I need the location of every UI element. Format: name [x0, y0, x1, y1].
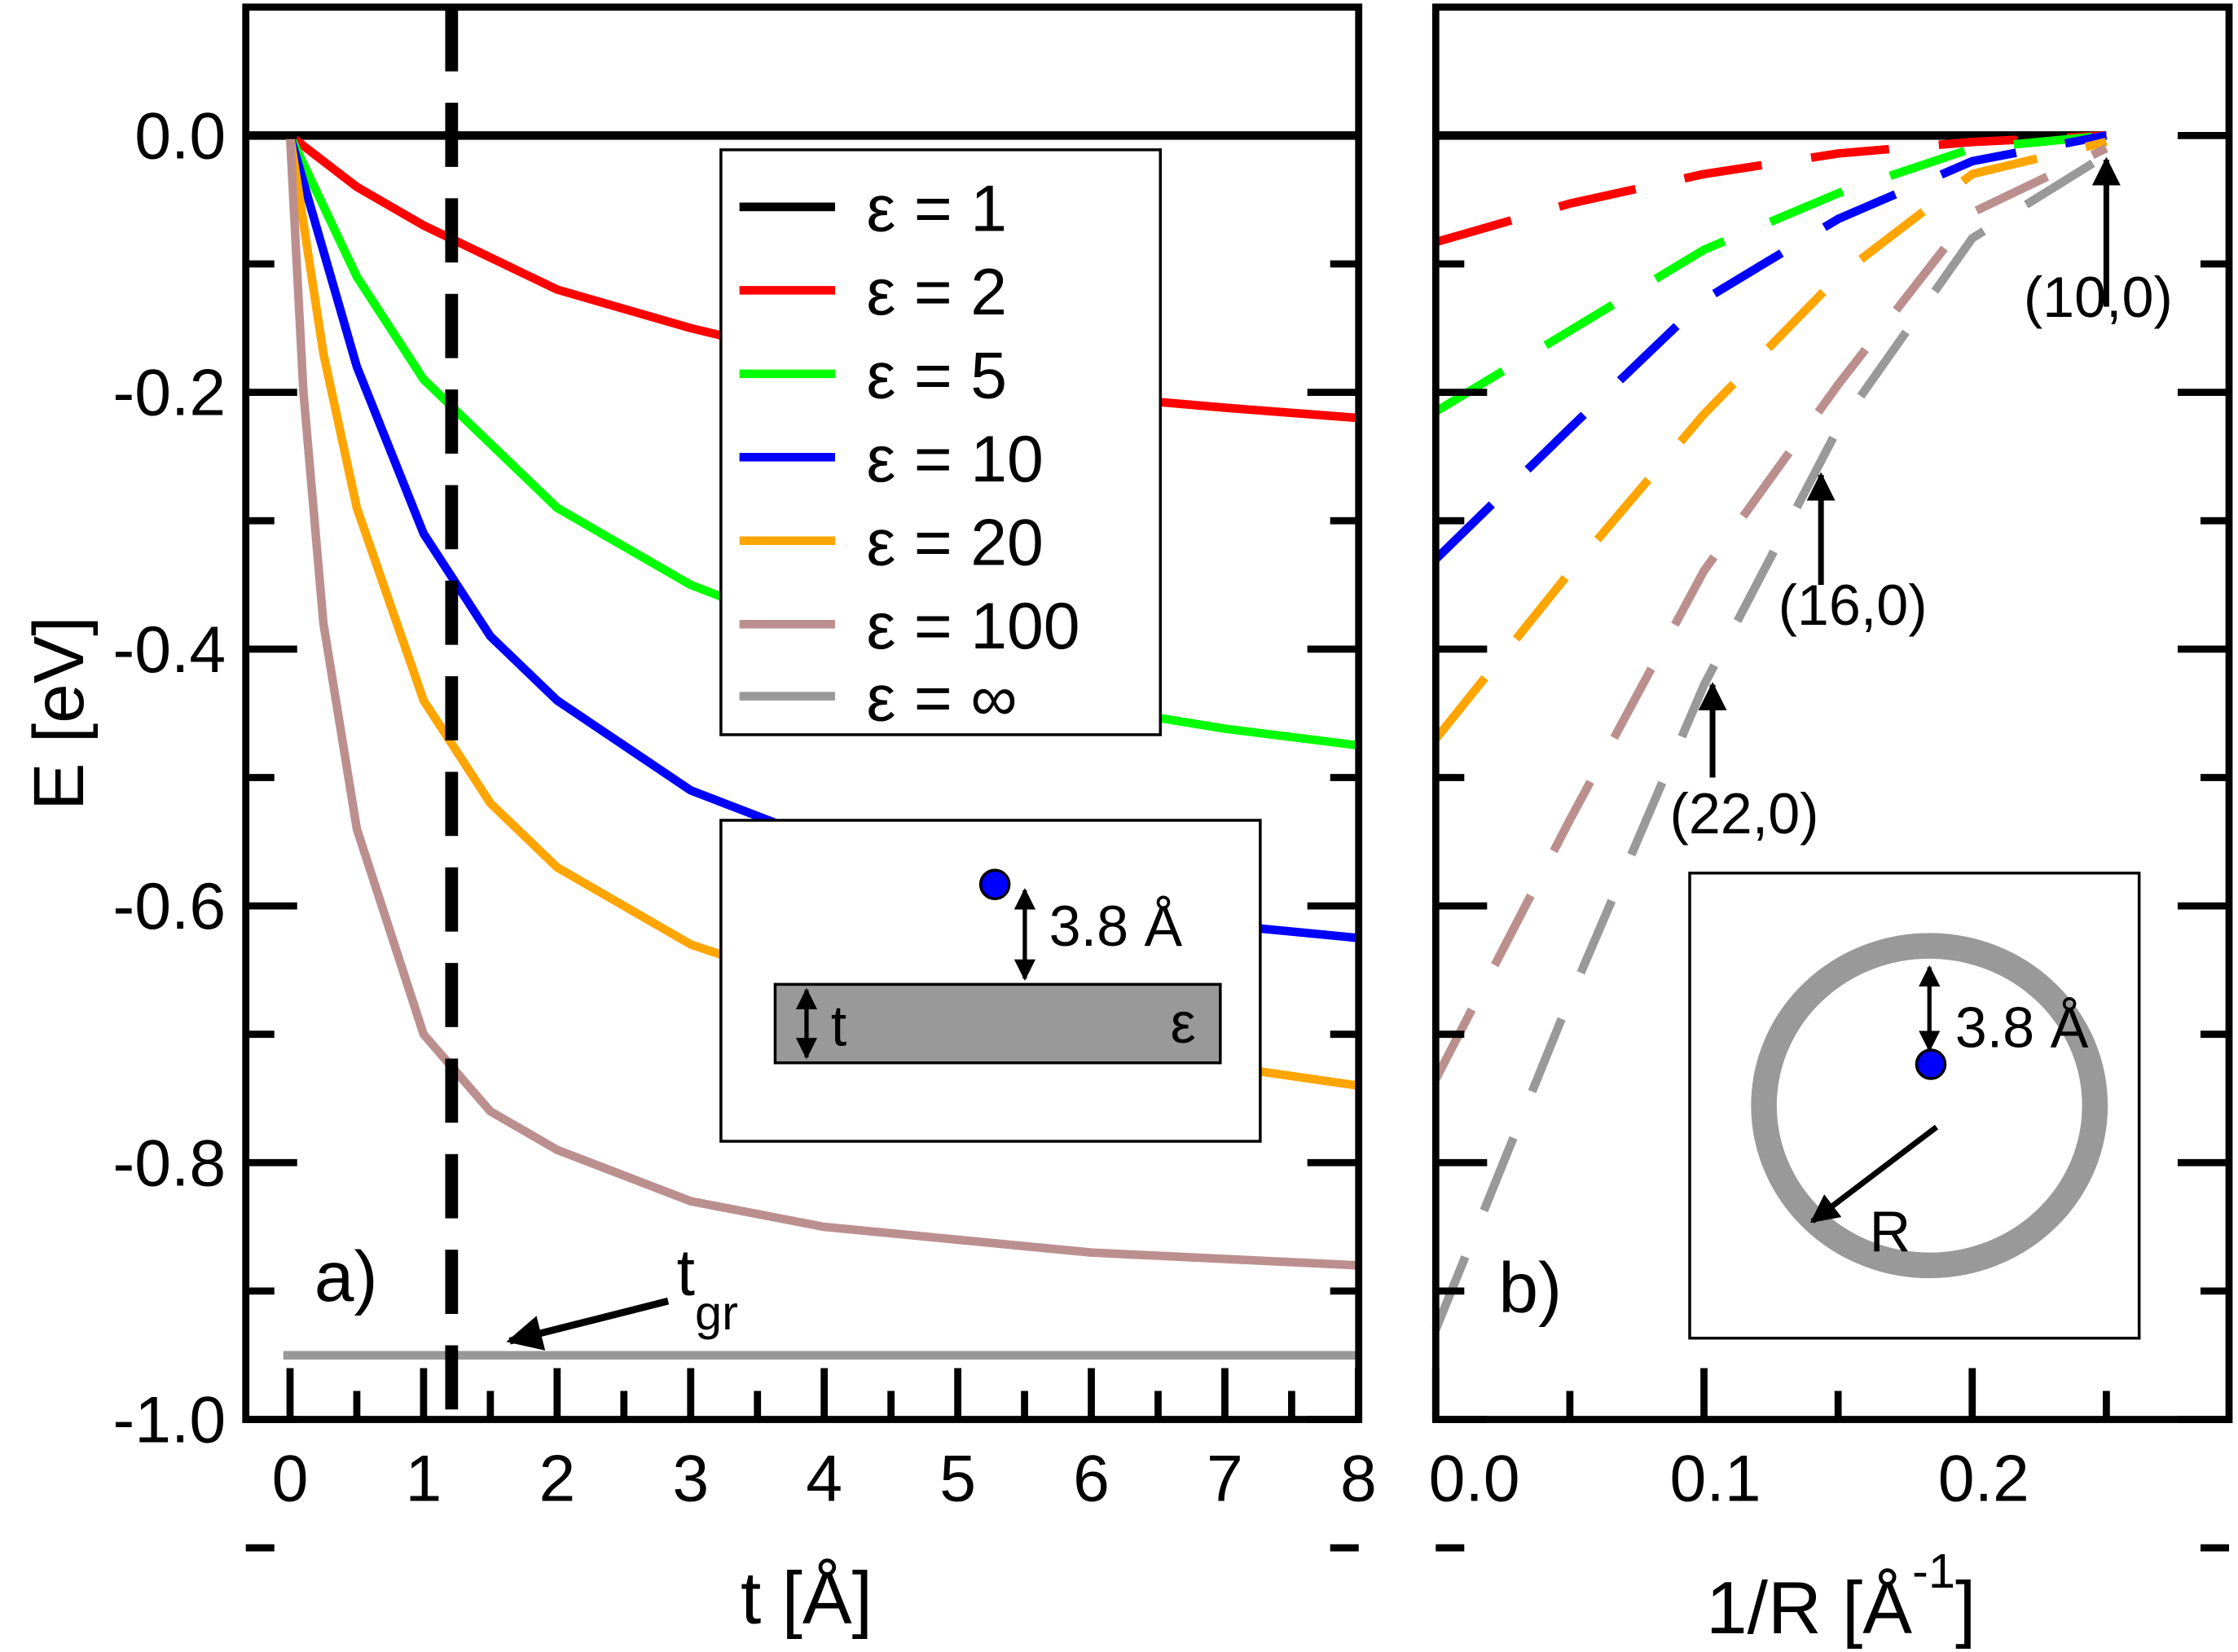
y-tick-label: -0.8 — [112, 1127, 226, 1200]
panel-b: 0.0 0.1 0.2 — [1429, 3, 2233, 1552]
y-tick-label: -0.2 — [112, 357, 226, 430]
dielectric-slab — [773, 982, 1222, 1065]
y-tick-label: 0.0 — [134, 99, 226, 173]
x-tick-label-a: 0 — [272, 1442, 309, 1515]
series-b-4 — [1432, 138, 2108, 742]
series-b-1 — [1434, 131, 2107, 247]
panel-a: 0.0-0.2-0.4-0.6-0.8-1.00 1 2 3 4 5 6 7 8ε = 1ε =… — [112, 3, 1377, 1552]
axes-frame-a — [242, 3, 1363, 1423]
x-axis-title-a: t [Å] — [741, 1558, 873, 1640]
inset-a-epsilon-label: ε — [1171, 991, 1196, 1055]
series-b-6 — [1431, 151, 2109, 1332]
inset-b-distance-label: 3.8 Å — [1955, 995, 2089, 1059]
x-axis-title-b-main: 1/R [Å — [1706, 1567, 1912, 1650]
inset-b-radius-label: R — [1870, 1200, 1911, 1263]
x-tick-label-b: 0.1 — [1670, 1442, 1761, 1515]
x-tick-label-a: 6 — [1073, 1442, 1110, 1515]
x-axis-title-b: 1/R [Å-1] — [1706, 1544, 1976, 1650]
tgr-label: tgr — [677, 1237, 738, 1340]
annotation-16-0: (16,0) — [1779, 573, 1928, 637]
x-axis-title-b-sup: -1 — [1912, 1544, 1955, 1598]
inset-a-thickness-label: t — [831, 995, 846, 1058]
annotation-10-0: (10,0) — [2024, 266, 2173, 329]
x-tick-label-a: 1 — [406, 1442, 442, 1515]
series-b-2 — [1433, 131, 2107, 415]
radius-arrow — [1809, 1124, 1939, 1224]
x-tick-label-b: 0.2 — [1938, 1442, 2029, 1515]
legend-label: ε = 2 — [867, 256, 1008, 329]
inset-a-distance-label: 3.8 Å — [1049, 894, 1183, 958]
y-tick-label: -1.0 — [112, 1384, 226, 1457]
legend-label: ε = 5 — [867, 340, 1008, 413]
series-a-5 — [285, 135, 1359, 1270]
panel-label-b: b) — [1498, 1248, 1562, 1328]
x-tick-label-a: 7 — [1207, 1442, 1243, 1515]
tgr-arrow — [506, 1297, 670, 1351]
inset-a — [719, 819, 1262, 1143]
x-tick-label-a: 2 — [539, 1442, 575, 1515]
adsorbate-dot — [978, 868, 1011, 901]
legend-label: ε = 20 — [867, 507, 1044, 580]
tgr-label-sub: gr — [695, 1285, 738, 1340]
legend-label: ε = 100 — [867, 590, 1080, 663]
legend-label: ε = 10 — [867, 423, 1044, 496]
x-tick-label-a: 3 — [672, 1442, 709, 1515]
x-tick-label-a: 5 — [939, 1442, 976, 1515]
legend-box — [719, 148, 1163, 736]
panel-label-a: a) — [314, 1237, 378, 1316]
x-tick-label-a: 4 — [806, 1442, 842, 1515]
annotation-22-0: (22,0) — [1670, 782, 1819, 846]
series-b-3 — [1432, 131, 2108, 563]
axes-frame-b — [1431, 3, 2233, 1423]
y-tick-label: -0.6 — [112, 870, 226, 943]
adsorbate-dot-b — [1915, 1048, 1947, 1080]
inset-b — [1688, 872, 2141, 1340]
y-tick-label: -0.4 — [112, 613, 226, 687]
tgr-label-t: t — [677, 1237, 695, 1310]
legend-label: ε = ∞ — [867, 661, 1018, 735]
y-axis-title: E [eV] — [19, 616, 99, 810]
x-axis-title-b-close: ] — [1955, 1567, 1976, 1650]
x-tick-label-b: 0.0 — [1429, 1442, 1520, 1515]
series-b-5 — [1431, 144, 2108, 1082]
legend-label: ε = 1 — [867, 173, 1008, 246]
inset-a-box — [719, 819, 1262, 1143]
x-tick-label-a: 8 — [1340, 1442, 1377, 1515]
nanotube-ring — [1751, 933, 2108, 1279]
